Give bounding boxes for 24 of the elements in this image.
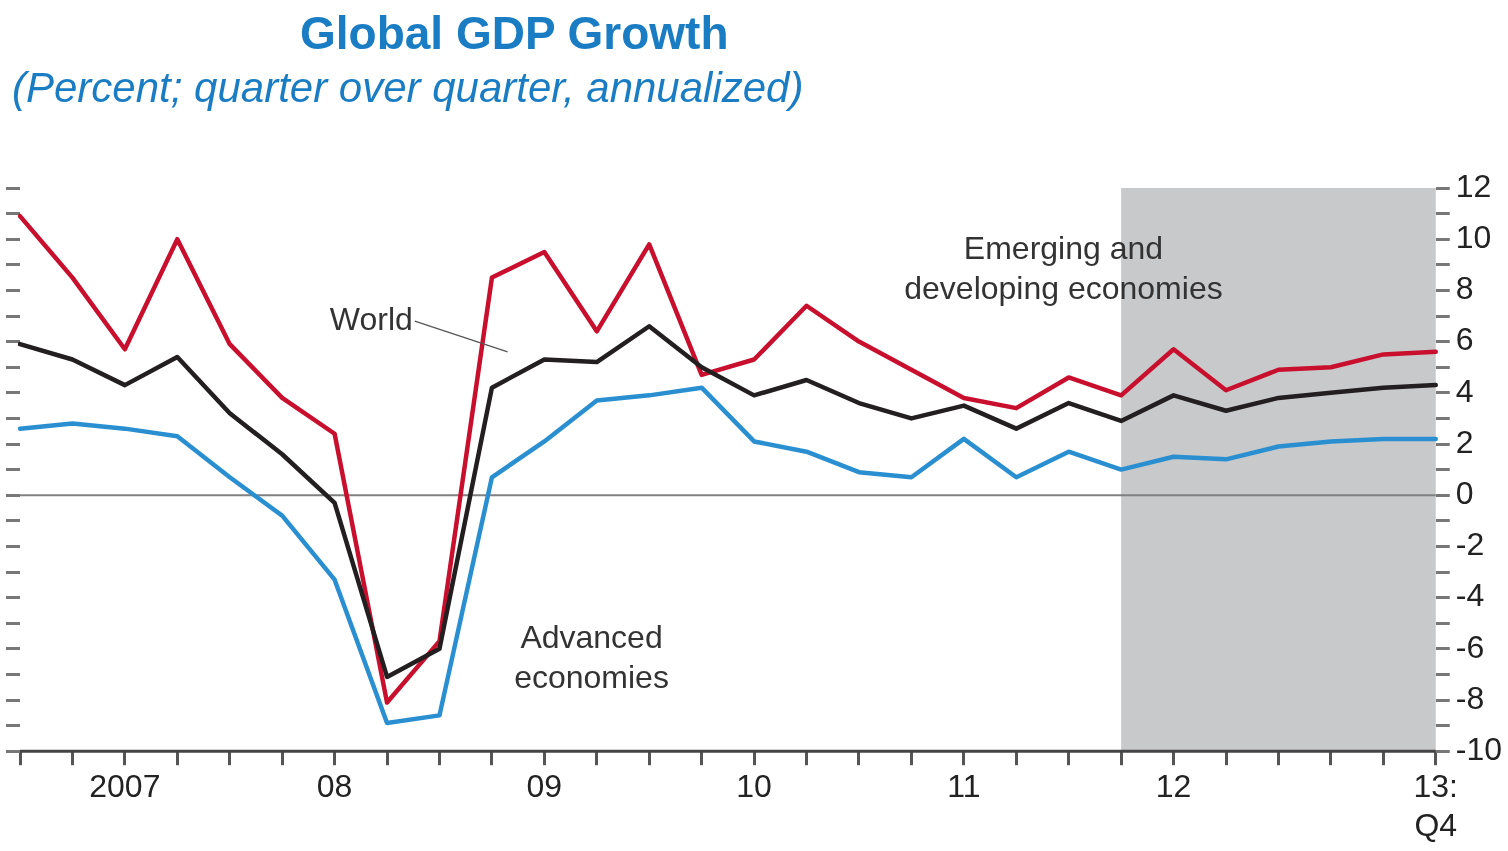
y-tick-label: 12 xyxy=(1455,167,1492,204)
y-tick-label: -2 xyxy=(1455,526,1485,563)
x-tick-label: 12 xyxy=(1155,768,1192,805)
y-tick-label: 8 xyxy=(1455,270,1474,307)
text: World xyxy=(329,300,413,337)
x-tick-label: 09 xyxy=(526,768,563,805)
y-tick-label: 10 xyxy=(1455,219,1492,256)
chart-subtitle: (Percent; quarter over quarter, annualized) xyxy=(12,64,804,112)
y-tick-label: 4 xyxy=(1455,372,1474,409)
y-tick-label: 0 xyxy=(1455,475,1474,512)
chart-title: Global GDP Growth xyxy=(300,6,729,60)
x-tick-label: 08 xyxy=(316,768,353,805)
y-tick-label: -8 xyxy=(1455,679,1485,716)
y-tick-label: 2 xyxy=(1455,423,1474,460)
series-label: Advanced economies xyxy=(514,618,669,695)
y-tick-label: 6 xyxy=(1455,321,1474,358)
x-tick-label: 13: Q4 xyxy=(1413,768,1458,843)
x-tick-label: 10 xyxy=(736,768,772,805)
series-label: Emerging and developing economies xyxy=(904,229,1223,306)
x-tick-label: 2007 xyxy=(89,768,161,805)
x-tick-label: 11 xyxy=(947,768,981,805)
y-tick-label: -4 xyxy=(1455,577,1485,614)
y-tick-label: -10 xyxy=(1455,731,1502,768)
y-tick-label: -6 xyxy=(1455,628,1485,665)
